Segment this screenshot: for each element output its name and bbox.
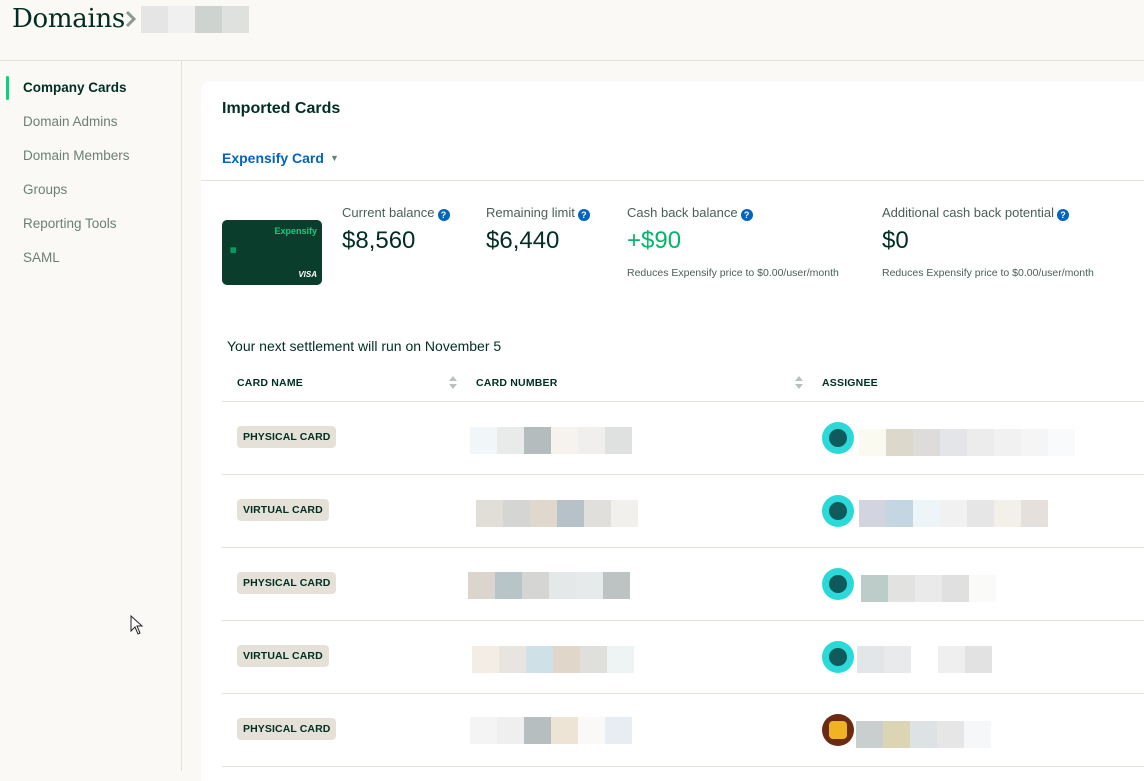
table-divider (222, 620, 1144, 621)
card-name-badge: VIRTUAL CARD (237, 499, 329, 521)
assignee-redacted (861, 575, 996, 602)
column-header-card-number[interactable]: CARD NUMBER (476, 377, 558, 389)
divider (201, 180, 1144, 181)
card-brand-logo: Expensify (274, 226, 317, 236)
stat-label: Cash back balance (627, 205, 738, 220)
robot-avatar[interactable] (822, 495, 854, 527)
table-row[interactable]: PHYSICAL CARD (222, 402, 1144, 475)
stat-value: $6,440 (486, 227, 560, 254)
table-divider (222, 401, 1144, 402)
table-row[interactable]: VIRTUAL CARD (222, 475, 1144, 548)
card-name-badge: PHYSICAL CARD (237, 572, 337, 594)
stat-label: Remaining limit (486, 205, 575, 220)
section-title: Imported Cards (222, 100, 341, 117)
help-icon[interactable]: ? (740, 209, 753, 221)
column-header-assignee[interactable]: ASSIGNEE (822, 377, 878, 389)
stat-cash-back-balance: Cash back balance? +$90 Reduces Expensif… (627, 205, 839, 279)
page-title: Domains (12, 4, 125, 34)
card-number-redacted (468, 572, 630, 599)
chip-icon: ▦ (230, 247, 237, 254)
card-number-redacted (472, 646, 634, 673)
sidebar-item-domain-members[interactable]: Domain Members (23, 148, 130, 163)
expensify-card-image: Expensify ▦ VISA (222, 220, 322, 285)
table-row[interactable]: VIRTUAL CARD (222, 621, 1144, 694)
column-header-card-name[interactable]: CARD NAME (237, 377, 303, 389)
sidebar-item-saml[interactable]: SAML (23, 250, 60, 265)
chevron-right-icon (125, 10, 137, 28)
stat-additional-cash-back: Additional cash back potential? $0 Reduc… (882, 205, 1094, 279)
stat-remaining-limit: Remaining limit? $6,440 (486, 205, 590, 255)
card-type-label: Expensify Card (222, 150, 324, 166)
mouse-cursor-icon (130, 615, 144, 635)
robot-avatar[interactable] (822, 641, 854, 673)
stat-current-balance: Current balance? $8,560 (342, 205, 450, 255)
sidebar: Company Cards Domain Admins Domain Membe… (0, 61, 182, 771)
table-divider (222, 693, 1144, 694)
stat-note: Reduces Expensify price to $0.00/user/mo… (882, 267, 1094, 279)
sort-icon[interactable] (449, 376, 457, 389)
card-number-redacted (470, 427, 632, 454)
table-row[interactable]: PHYSICAL CARD (222, 548, 1144, 621)
card-type-dropdown[interactable]: Expensify Card ▼ (222, 150, 339, 166)
visa-logo: VISA (298, 270, 317, 279)
taxi-avatar[interactable] (822, 714, 854, 746)
assignee-redacted (859, 429, 1075, 456)
card-name-badge: PHYSICAL CARD (237, 718, 337, 740)
help-icon[interactable]: ? (1057, 209, 1070, 221)
caret-down-icon: ▼ (329, 153, 339, 163)
sidebar-item-reporting-tools[interactable]: Reporting Tools (23, 216, 117, 231)
help-icon[interactable]: ? (437, 209, 450, 221)
stat-note: Reduces Expensify price to $0.00/user/mo… (627, 267, 839, 279)
table-divider (222, 766, 1144, 767)
assignee-redacted (859, 500, 1048, 527)
stat-label: Additional cash back potential (882, 205, 1055, 220)
table-divider (222, 474, 1144, 475)
table-divider (222, 547, 1144, 548)
stat-value: $8,560 (342, 227, 416, 254)
top-bar: Domains (0, 0, 1144, 61)
assignee-redacted (857, 646, 992, 673)
help-icon[interactable]: ? (577, 209, 590, 221)
sidebar-item-company-cards[interactable]: Company Cards (23, 80, 127, 95)
card-name-badge: VIRTUAL CARD (237, 645, 329, 667)
table-row[interactable]: PHYSICAL CARD (222, 694, 1144, 767)
stat-value: +$90 (627, 227, 682, 254)
card-number-redacted (476, 500, 638, 527)
active-indicator (6, 76, 9, 100)
breadcrumb-redacted[interactable] (141, 6, 249, 33)
card-number-redacted (470, 717, 632, 744)
sidebar-item-domain-admins[interactable]: Domain Admins (23, 114, 118, 129)
main-panel: Imported Cards Expensify Card ▼ Expensify… (201, 81, 1144, 781)
stat-value: $0 (882, 227, 909, 254)
robot-avatar[interactable] (822, 568, 854, 600)
settlement-notice: Your next settlement will run on Novembe… (227, 338, 502, 354)
robot-avatar[interactable] (822, 422, 854, 454)
sidebar-item-groups[interactable]: Groups (23, 182, 68, 197)
stat-label: Current balance (342, 205, 435, 220)
card-name-badge: PHYSICAL CARD (237, 426, 337, 448)
sort-icon[interactable] (795, 376, 803, 389)
assignee-redacted (856, 721, 991, 748)
